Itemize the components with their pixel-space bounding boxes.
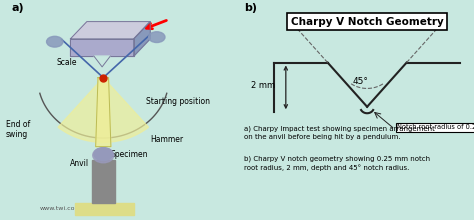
- Text: Starting position: Starting position: [146, 97, 210, 106]
- Bar: [91, 160, 115, 203]
- Text: www.twi.co.uk: www.twi.co.uk: [40, 206, 85, 211]
- Bar: [75, 203, 134, 214]
- Text: 2 mm: 2 mm: [251, 81, 274, 90]
- Text: End of: End of: [6, 120, 30, 129]
- Text: Notch root radius of 0.25 mm: Notch root radius of 0.25 mm: [397, 124, 474, 130]
- Polygon shape: [58, 78, 148, 142]
- Ellipse shape: [94, 148, 113, 161]
- Text: Charpy V Notch Geometry: Charpy V Notch Geometry: [291, 16, 444, 27]
- Text: a) Charpy Impact test showing specimen arrangement
on the anvil before being hit: a) Charpy Impact test showing specimen a…: [244, 125, 435, 140]
- Polygon shape: [134, 22, 150, 56]
- Polygon shape: [94, 56, 110, 67]
- Text: Specimen: Specimen: [110, 150, 148, 160]
- Text: a): a): [12, 3, 24, 13]
- Ellipse shape: [46, 36, 63, 47]
- Ellipse shape: [93, 148, 114, 163]
- Text: swing: swing: [6, 130, 28, 139]
- Text: b) Charpy V notch geometry showing 0.25 mm notch
root radius, 2 mm, depth and 45: b) Charpy V notch geometry showing 0.25 …: [244, 155, 430, 171]
- Polygon shape: [96, 78, 111, 147]
- Text: Anvil: Anvil: [71, 159, 90, 168]
- Polygon shape: [71, 39, 134, 56]
- Text: Hammer: Hammer: [150, 135, 183, 144]
- Text: 45°: 45°: [352, 77, 368, 86]
- Ellipse shape: [148, 32, 165, 42]
- Text: Scale: Scale: [56, 58, 77, 67]
- Polygon shape: [71, 22, 150, 39]
- Text: b): b): [244, 3, 257, 13]
